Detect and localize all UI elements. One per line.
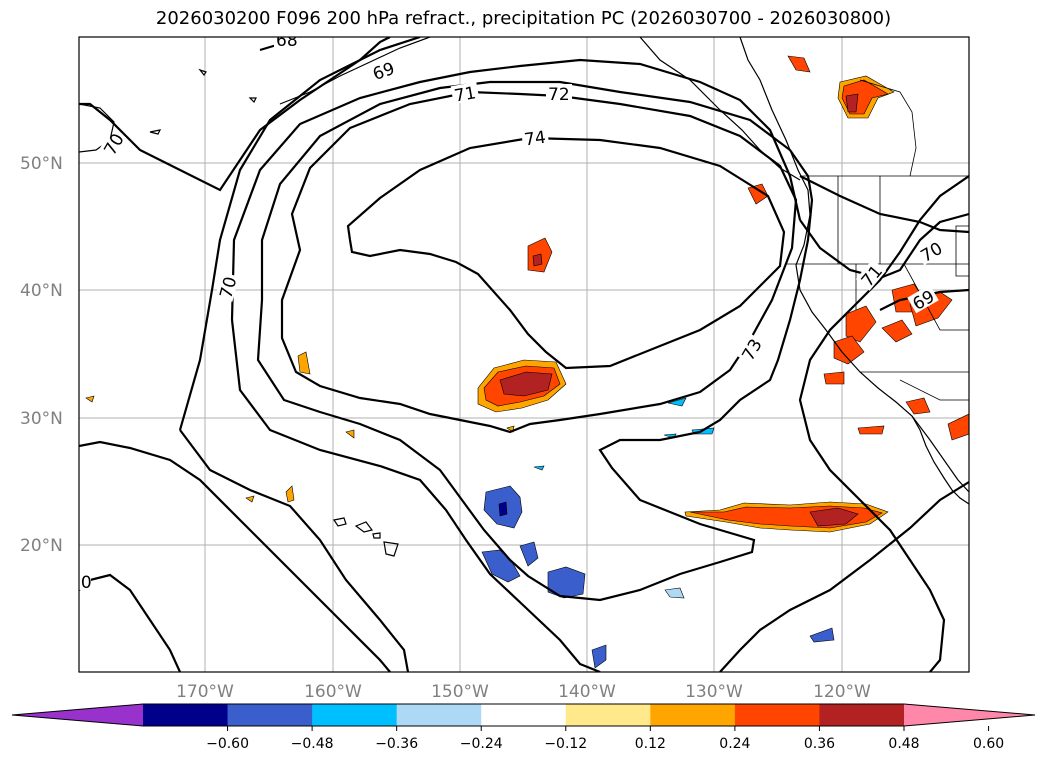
colorbar-tick-label: −0.12 [544, 736, 587, 752]
colorbar-bin [565, 704, 651, 726]
colorbar-tick-label: 0.48 [888, 736, 919, 752]
colorbar-tick-label: −0.36 [375, 736, 418, 752]
contour-label: 74 [523, 128, 547, 151]
latitude-labels: 50°N 40°N 30°N 20°N [20, 154, 63, 556]
colorbar-tick-label: 0.12 [635, 736, 666, 752]
lon-label: 130°W [685, 682, 743, 702]
political-borders [786, 79, 969, 401]
lon-label: 160°W [304, 682, 362, 702]
lat-label: 30°N [20, 409, 63, 429]
colorbar-extend-high [904, 704, 1035, 726]
map-frame [78, 36, 970, 673]
colorbar: −0.60 −0.48 −0.36 −0.24 −0.12 0.12 0.24 0.36 0.4… [11, 703, 1036, 752]
contour-label: 68 [276, 31, 298, 51]
colorbar-tick-label: −0.24 [460, 736, 503, 752]
colorbar-bin [227, 704, 313, 726]
colorbar-bin [396, 704, 482, 726]
lon-label: 140°W [558, 682, 616, 702]
contour-label: 70 [70, 573, 92, 593]
colorbar-tick-label: −0.60 [206, 736, 249, 752]
colorbar-outline [11, 703, 1036, 727]
colorbar-tick-label: 0.24 [719, 736, 750, 752]
colorbar-tick-label: −0.48 [291, 736, 334, 752]
colorbar-bin [819, 704, 905, 726]
lon-label: 150°W [431, 682, 489, 702]
colorbar-extend-low [12, 704, 143, 726]
colorbar-bin [143, 704, 229, 726]
contour-label: 71 [453, 83, 478, 106]
graticule [79, 37, 969, 672]
coastlines [79, 37, 969, 557]
colorbar-tick-label: 0.36 [804, 736, 835, 752]
colorbar-bin [312, 704, 398, 726]
contour-label: 72 [548, 85, 570, 105]
positive-precip-areas [85, 55, 969, 533]
lat-label: 50°N [20, 154, 63, 174]
colorbar-bin [481, 704, 567, 726]
colorbar-bin [734, 704, 820, 726]
colorbar-tick-label: 0.60 [973, 736, 1004, 752]
lon-label: 120°W [813, 682, 871, 702]
lat-label: 20°N [20, 536, 63, 556]
lon-label: 170°W [176, 682, 234, 702]
longitude-labels: 170°W 160°W 150°W 140°W 130°W 120°W [176, 682, 871, 702]
map-title: 2026030200 F096 200 hPa refract., precip… [155, 8, 892, 29]
colorbar-bin [650, 704, 736, 726]
lat-label: 40°N [20, 281, 63, 301]
